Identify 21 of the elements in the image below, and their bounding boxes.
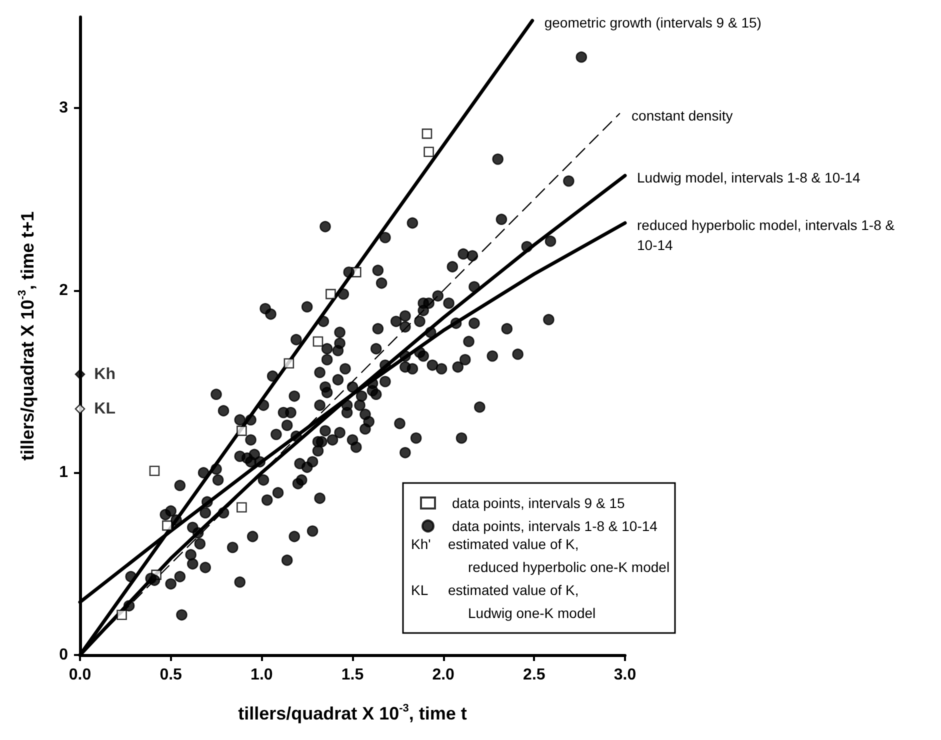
y-tick-label: 0: [59, 646, 68, 664]
annotation: constant density: [632, 108, 733, 124]
x-tick-label: 0.0: [68, 666, 92, 684]
x-tick-label: 2.5: [523, 666, 546, 684]
text: KL estimated value of K, Ludwig one-K model: [411, 582, 596, 621]
annotation: reduced hyperbolic model, intervals 1-8 & 10-14: [637, 216, 898, 253]
x-tick-label: 3.0: [614, 666, 636, 684]
x-tick-label: 1.0: [250, 666, 273, 684]
series-label: KL: [94, 400, 116, 418]
series-label: Kh: [94, 366, 116, 383]
x-tick-label: 2.0: [432, 666, 455, 684]
annotation: geometric growth (intervals 9 & 15): [544, 14, 762, 31]
legend-label: data points, intervals 1-8 & 10-14: [452, 518, 658, 534]
x-tick-label: 0.5: [160, 666, 182, 684]
annotation: Ludwig model, intervals 1-8 & 10-14: [637, 170, 861, 186]
legend-label: data points, intervals 9 & 15: [452, 495, 625, 511]
y-axis-title: tillers/quadrat X 10-3, time t+1: [16, 211, 38, 461]
y-tick-label: 3: [59, 100, 68, 117]
y-tick-label: 1: [59, 464, 68, 482]
x-tick-label: 1.5: [341, 666, 364, 684]
y-tick-label: 2: [59, 282, 68, 299]
